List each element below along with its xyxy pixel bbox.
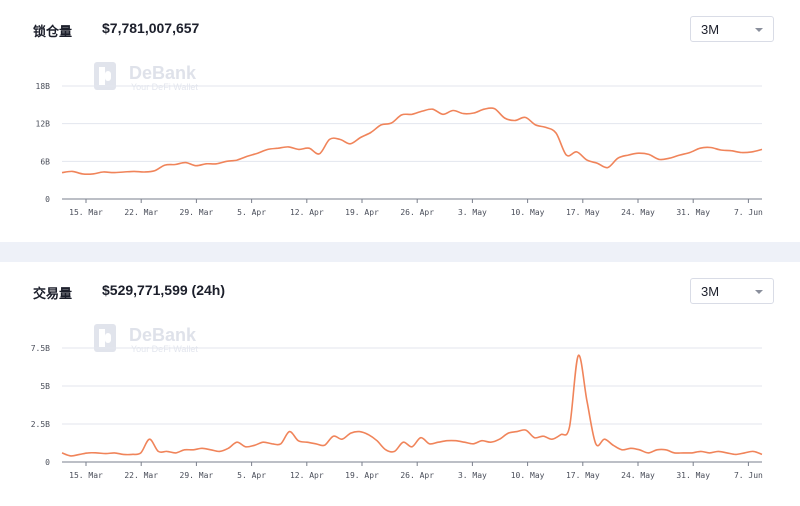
watermark-brand: DeBank: [129, 63, 197, 83]
tvl-panel: 锁仓量 $7,781,007,657 3M DeBank Your DeFi W…: [0, 0, 800, 242]
x-tick-label: 10. May: [511, 471, 545, 480]
x-tick-label: 7. Jun: [734, 471, 763, 480]
debank-logo-icon: [94, 324, 116, 352]
watermark-tagline: Your DeFi Wallet: [131, 82, 198, 92]
tvl-series-line: [61, 107, 763, 175]
x-tick-label: 29. Mar: [180, 208, 214, 217]
x-tick-label: 22. Mar: [124, 208, 158, 217]
x-tick-label: 31. May: [676, 471, 710, 480]
watermark-tagline: Your DeFi Wallet: [131, 344, 198, 354]
x-tick-label: 22. Mar: [124, 471, 158, 480]
volume-range-select[interactable]: 3M: [690, 278, 774, 304]
y-tick-label: 5B: [40, 382, 50, 391]
x-tick-label: 19. Apr: [345, 471, 379, 480]
volume-panel: 交易量 $529,771,599 (24h) 3M DeBank Your De…: [0, 262, 800, 506]
volume-value: $529,771,599 (24h): [102, 282, 225, 298]
chevron-down-icon: [755, 290, 763, 294]
x-tick-label: 3. May: [458, 208, 487, 217]
volume-title: 交易量: [33, 286, 73, 301]
x-tick-label: 24. May: [621, 471, 655, 480]
y-tick-label: 0: [45, 458, 50, 467]
x-tick-label: 5. Apr: [237, 208, 266, 217]
x-tick-label: 31. May: [676, 208, 710, 217]
x-tick-label: 24. May: [621, 208, 655, 217]
y-tick-label: 18B: [36, 82, 51, 91]
x-tick-label: 12. Apr: [290, 208, 324, 217]
watermark: DeBank Your DeFi Wallet: [94, 62, 198, 92]
x-tick-label: 15. Mar: [69, 471, 103, 480]
tvl-chart: DeBank Your DeFi Wallet 0 6B 12B 18B 15. Ma…: [36, 62, 763, 217]
x-tick-label: 10. May: [511, 208, 545, 217]
x-tick-label: 12. Apr: [290, 471, 324, 480]
x-tick-label: 17. May: [566, 208, 600, 217]
y-tick-label: 12B: [36, 120, 51, 129]
panel-divider: [0, 242, 800, 262]
x-tick-label: 29. Mar: [180, 471, 214, 480]
tvl-range-select[interactable]: 3M: [690, 16, 774, 42]
x-tick-label: 15. Mar: [69, 208, 103, 217]
x-tick-label: 17. May: [566, 471, 600, 480]
tvl-title: 锁仓量: [33, 24, 73, 39]
x-tick-label: 26. Apr: [400, 471, 434, 480]
x-tick-label: 26. Apr: [400, 208, 434, 217]
y-tick-label: 7.5B: [31, 344, 50, 353]
y-tick-label: 0: [45, 195, 50, 204]
x-tick-label: 19. Apr: [345, 208, 379, 217]
volume-series-line: [61, 354, 763, 457]
volume-chart: DeBank Your DeFi Wallet 0 2.5B 5B 7.5B 15. …: [31, 324, 763, 480]
watermark-brand: DeBank: [129, 325, 197, 345]
x-tick-label: 7. Jun: [734, 208, 763, 217]
volume-range-value: 3M: [701, 284, 720, 299]
x-tick-label: 3. May: [458, 471, 487, 480]
y-tick-label: 2.5B: [31, 420, 50, 429]
y-tick-label: 6B: [40, 157, 50, 166]
tvl-range-value: 3M: [701, 22, 720, 37]
chevron-down-icon: [755, 28, 763, 32]
tvl-value: $7,781,007,657: [102, 20, 200, 36]
debank-logo-icon: [94, 62, 116, 90]
x-tick-label: 5. Apr: [237, 471, 266, 480]
watermark: DeBank Your DeFi Wallet: [94, 324, 198, 354]
